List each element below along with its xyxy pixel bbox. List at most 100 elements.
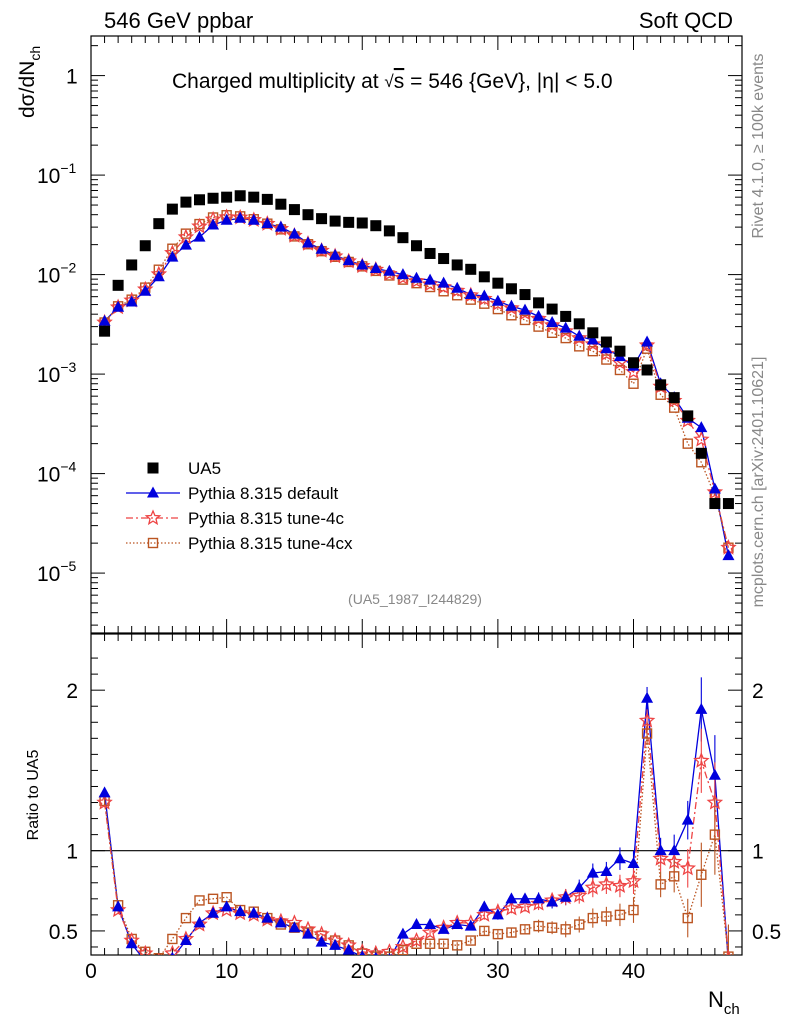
ratio-point-pythia-8-315-tune-4c	[516, 898, 534, 914]
ratio-point-pythia-8-315-default	[627, 857, 640, 869]
ratio-point-pythia-8-315-tune-4c	[259, 911, 276, 927]
ratio-point-pythia-8-315-default	[559, 890, 572, 902]
point-ua5	[655, 379, 667, 391]
ratio-point-pythia-8-315-default	[722, 957, 734, 968]
ratio-y-tick-label-right: 2	[752, 680, 764, 703]
point-pythia-8-315-tune-4c	[394, 268, 412, 285]
point-pythia-8-315-tune-4c	[489, 295, 507, 311]
point-ua5	[600, 336, 612, 348]
point-ua5	[126, 259, 138, 271]
ratio-point-pythia-8-315-tune-4cx	[438, 938, 449, 949]
mcplots-label: mcplots.cern.ch [arXiv:2401.10621]	[750, 357, 767, 608]
ratio-point-pythia-8-315-default	[315, 935, 328, 947]
legend-marker-pythia-8-315-tune-4cx	[147, 537, 159, 549]
main-series	[96, 190, 737, 561]
point-pythia-8-315-default	[315, 242, 328, 254]
ratio-point-pythia-8-315-tune-4c	[693, 752, 710, 768]
point-pythia-8-315-default	[329, 248, 342, 260]
ratio-point-pythia-8-315-tune-4cx	[207, 893, 219, 905]
ratio-point-pythia-8-315-default	[613, 852, 626, 864]
point-ua5	[492, 277, 504, 289]
ratio-point-pythia-8-315-default	[288, 921, 301, 933]
ratio-point-pythia-8-315-tune-4cx	[628, 904, 639, 916]
ratio-point-pythia-8-315-default	[505, 892, 518, 904]
point-pythia-8-315-default	[112, 300, 125, 312]
point-pythia-8-315-default	[342, 254, 355, 266]
point-pythia-8-315-tune-4c	[503, 299, 520, 316]
ratio-y-tick-label-right: 0.5	[752, 921, 781, 944]
x-tick-label: 10	[215, 960, 238, 983]
ratio-point-pythia-8-315-tune-4c	[679, 859, 697, 876]
point-pythia-8-315-tune-4c	[286, 227, 303, 243]
legend-marker-pythia-8-315-tune-4c	[144, 509, 162, 526]
ratio-point-pythia-8-315-default	[179, 934, 192, 946]
ratio-plot-frame	[90, 633, 743, 956]
ratio-point-pythia-8-315-tune-4c	[164, 944, 181, 955]
source-label: (UA5_1987_I244829)	[348, 591, 482, 607]
point-ua5	[668, 392, 680, 404]
x-tick-label: 20	[351, 960, 374, 983]
point-pythia-8-315-tune-4c	[191, 217, 208, 234]
ratio-point-pythia-8-315-tune-4cx	[655, 879, 666, 890]
point-ua5	[370, 220, 382, 232]
main-ylabel: dσ/dNch	[16, 46, 43, 118]
point-ua5	[465, 263, 477, 275]
point-pythia-8-315-tune-4cx	[682, 438, 693, 449]
ratio-point-pythia-8-315-tune-4c	[625, 872, 642, 889]
header-right: Soft QCD	[639, 8, 733, 33]
point-ua5	[628, 357, 639, 369]
ratio-point-pythia-8-315-tune-4cx	[641, 728, 653, 739]
ratio-point-pythia-8-315-tune-4cx	[451, 940, 463, 951]
point-ua5	[695, 447, 707, 459]
point-pythia-8-315-default	[586, 333, 599, 345]
ratio-point-pythia-8-315-tune-4c	[408, 931, 425, 948]
legend-marker-pythia-8-315-default	[147, 486, 159, 498]
svg-text:dσ/dNch: dσ/dNch	[16, 46, 43, 118]
ratio-point-pythia-8-315-tune-4c	[96, 793, 113, 810]
ratio-point-pythia-8-315-tune-4cx	[194, 895, 205, 906]
point-pythia-8-315-tune-4c	[435, 278, 452, 295]
point-pythia-8-315-tune-4c	[557, 322, 574, 339]
ratio-point-pythia-8-315-default	[396, 927, 409, 939]
ratio-point-pythia-8-315-default	[274, 916, 287, 928]
ratio-point-pythia-8-315-tune-4c	[584, 878, 602, 895]
ratio-point-pythia-8-315-default	[491, 908, 504, 920]
ratio-point-pythia-8-315-tune-4cx	[357, 948, 368, 955]
point-ua5	[343, 216, 355, 228]
ratio-point-pythia-8-315-tune-4c	[191, 915, 208, 932]
ratio-point-pythia-8-315-tune-4cx	[384, 951, 395, 955]
ratio-point-pythia-8-315-tune-4cx	[519, 924, 531, 935]
point-pythia-8-315-tune-4c	[516, 304, 534, 321]
point-ua5	[112, 279, 124, 291]
point-pythia-8-315-tune-4c	[421, 275, 439, 292]
legend-label-pythia-8-315-default: Pythia 8.315 default	[188, 484, 339, 503]
point-pythia-8-315-tune-4c	[584, 335, 602, 352]
point-pythia-8-315-default	[207, 218, 220, 230]
point-pythia-8-315-default	[356, 258, 369, 270]
point-pythia-8-315-tune-4c	[706, 483, 724, 500]
point-ua5	[478, 271, 490, 283]
ratio-point-pythia-8-315-default	[424, 918, 437, 930]
ratio-point-pythia-8-315-tune-4c	[245, 906, 263, 922]
point-ua5	[207, 192, 219, 204]
point-pythia-8-315-default	[722, 549, 735, 561]
ratio-point-pythia-8-315-default	[573, 881, 586, 893]
legend-marker-ua5	[147, 462, 159, 474]
x-tick-label: 0	[85, 960, 97, 983]
point-pythia-8-315-tune-4c	[381, 264, 398, 281]
ratio-point-pythia-8-315-tune-4c	[218, 901, 235, 918]
point-pythia-8-315-default	[641, 335, 654, 347]
point-pythia-8-315-default	[152, 270, 165, 282]
point-pythia-8-315-default	[491, 294, 504, 306]
point-pythia-8-315-tune-4c	[448, 281, 466, 298]
point-pythia-8-315-tune-4c	[530, 309, 547, 326]
ratio-point-pythia-8-315-tune-4c	[503, 899, 520, 916]
ratio-point-pythia-8-315-tune-4cx	[167, 933, 178, 945]
ratio-point-pythia-8-315-tune-4c	[367, 944, 385, 955]
point-pythia-8-315-default	[695, 421, 708, 433]
point-pythia-8-315-tune-4c	[543, 316, 561, 333]
legend-label-pythia-8-315-tune-4cx: Pythia 8.315 tune-4cx	[188, 534, 353, 553]
ratio-point-pythia-8-315-default	[359, 950, 365, 955]
ratio-point-pythia-8-315-tune-4cx	[180, 912, 192, 924]
point-pythia-8-315-default	[261, 217, 274, 229]
